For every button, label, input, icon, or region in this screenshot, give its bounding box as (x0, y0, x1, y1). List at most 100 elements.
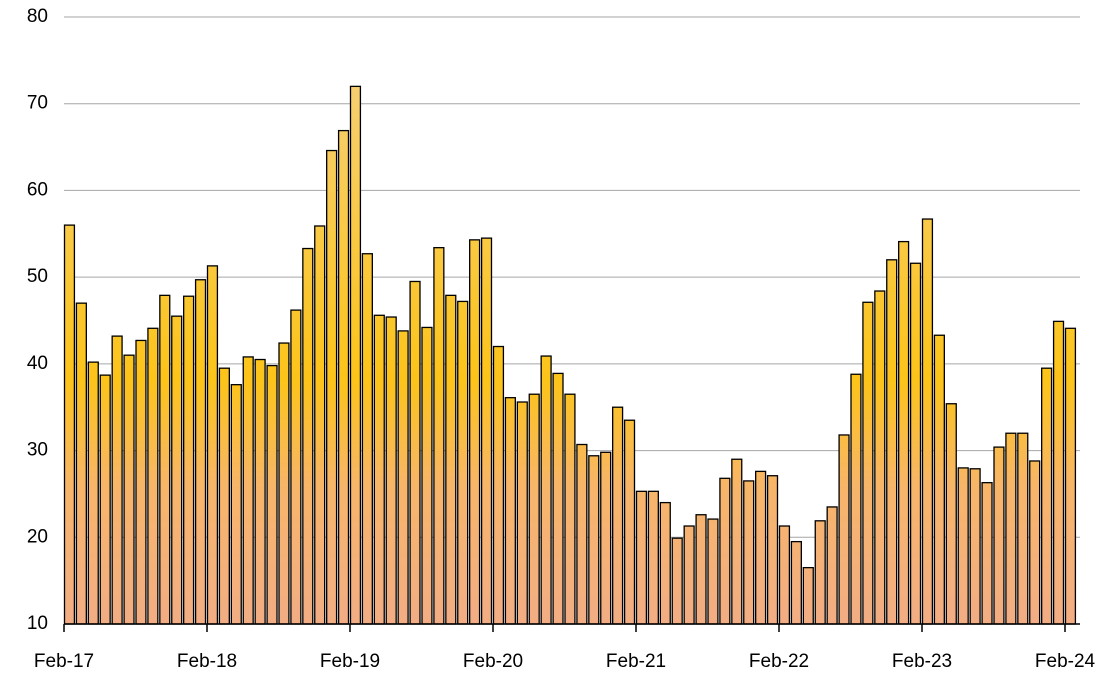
bar (1017, 432, 1029, 625)
bar (612, 406, 624, 625)
bar (850, 373, 862, 625)
bar (564, 393, 576, 625)
bar (242, 356, 254, 625)
bar (719, 477, 731, 625)
bar (1029, 460, 1041, 625)
bar (266, 364, 278, 625)
x-tick-label: Feb-17 (34, 651, 94, 672)
bar (337, 129, 350, 625)
bar (862, 301, 874, 625)
bar (123, 354, 135, 625)
bar (957, 467, 969, 625)
x-tick-label: Feb-19 (320, 651, 380, 672)
bar (480, 237, 493, 625)
bar (469, 239, 481, 625)
bar (695, 514, 707, 625)
y-tick-label: 20 (27, 526, 48, 547)
bar (445, 294, 457, 625)
bar (147, 327, 159, 625)
bar (576, 443, 588, 625)
bar (981, 482, 993, 625)
bar (135, 339, 147, 625)
bar (707, 518, 719, 625)
bar (302, 247, 314, 625)
bar (1052, 320, 1065, 625)
bar (1064, 327, 1077, 625)
bar (230, 384, 242, 625)
bar (898, 240, 910, 625)
y-tick-label: 50 (27, 266, 48, 287)
y-tick-label: 70 (27, 93, 48, 114)
bar (433, 247, 445, 625)
bar (814, 520, 826, 625)
bar (671, 537, 683, 625)
bar (87, 361, 99, 625)
bar (194, 279, 207, 625)
bar (349, 85, 362, 625)
bar (421, 326, 433, 625)
bar (540, 355, 552, 625)
bar (659, 501, 671, 625)
bar (1005, 432, 1017, 625)
bar (111, 335, 123, 625)
bar (683, 525, 695, 625)
bar (218, 367, 230, 625)
y-tick-label: 60 (27, 179, 48, 200)
bar (278, 342, 290, 625)
bar (99, 374, 111, 625)
x-tick-label: Feb-20 (463, 651, 523, 672)
bar (802, 566, 814, 625)
bar (457, 300, 469, 625)
bar (623, 419, 636, 625)
y-tick-label: 80 (27, 6, 48, 27)
bar (254, 358, 266, 625)
axes: 10 20 30 40 50 60 70 80 Feb-17 Feb-18 Feb-19 Feb-20… (27, 6, 1096, 672)
bar (385, 316, 397, 625)
bar (326, 149, 338, 625)
bar (159, 294, 171, 625)
bar (504, 397, 516, 625)
bar (361, 253, 373, 625)
bar (647, 490, 659, 625)
bar (826, 506, 838, 625)
y-tick-label: 10 (27, 613, 48, 634)
bar (588, 455, 600, 625)
bar (409, 280, 421, 625)
bar (945, 403, 957, 625)
bar (290, 309, 302, 625)
bar (171, 315, 183, 625)
bar (969, 468, 981, 625)
bar (886, 259, 898, 625)
bar (528, 393, 540, 625)
bar (314, 225, 326, 625)
bar (933, 334, 945, 625)
bar (516, 401, 528, 625)
bar (993, 446, 1005, 625)
y-tick-label: 40 (27, 353, 48, 374)
x-tick-label: Feb-24 (1035, 651, 1096, 672)
bar (206, 265, 219, 625)
bar (755, 470, 767, 625)
bar (874, 290, 886, 625)
bar (790, 540, 802, 625)
bar (909, 262, 922, 625)
bar (838, 434, 850, 625)
bar (63, 224, 76, 625)
bar (1041, 367, 1053, 625)
bar (635, 490, 648, 625)
x-tick-label: Feb-22 (749, 651, 809, 672)
bars (63, 85, 1077, 625)
bar (778, 525, 791, 625)
bar (75, 302, 87, 625)
bar (552, 372, 564, 625)
bar (743, 480, 755, 625)
y-tick-label: 30 (27, 440, 48, 461)
bar (921, 218, 934, 625)
x-tick-label: Feb-23 (892, 651, 952, 672)
bar (183, 295, 195, 625)
bar (731, 458, 743, 625)
x-tick-label: Feb-21 (606, 651, 666, 672)
bar (600, 451, 612, 625)
bar (766, 475, 779, 625)
